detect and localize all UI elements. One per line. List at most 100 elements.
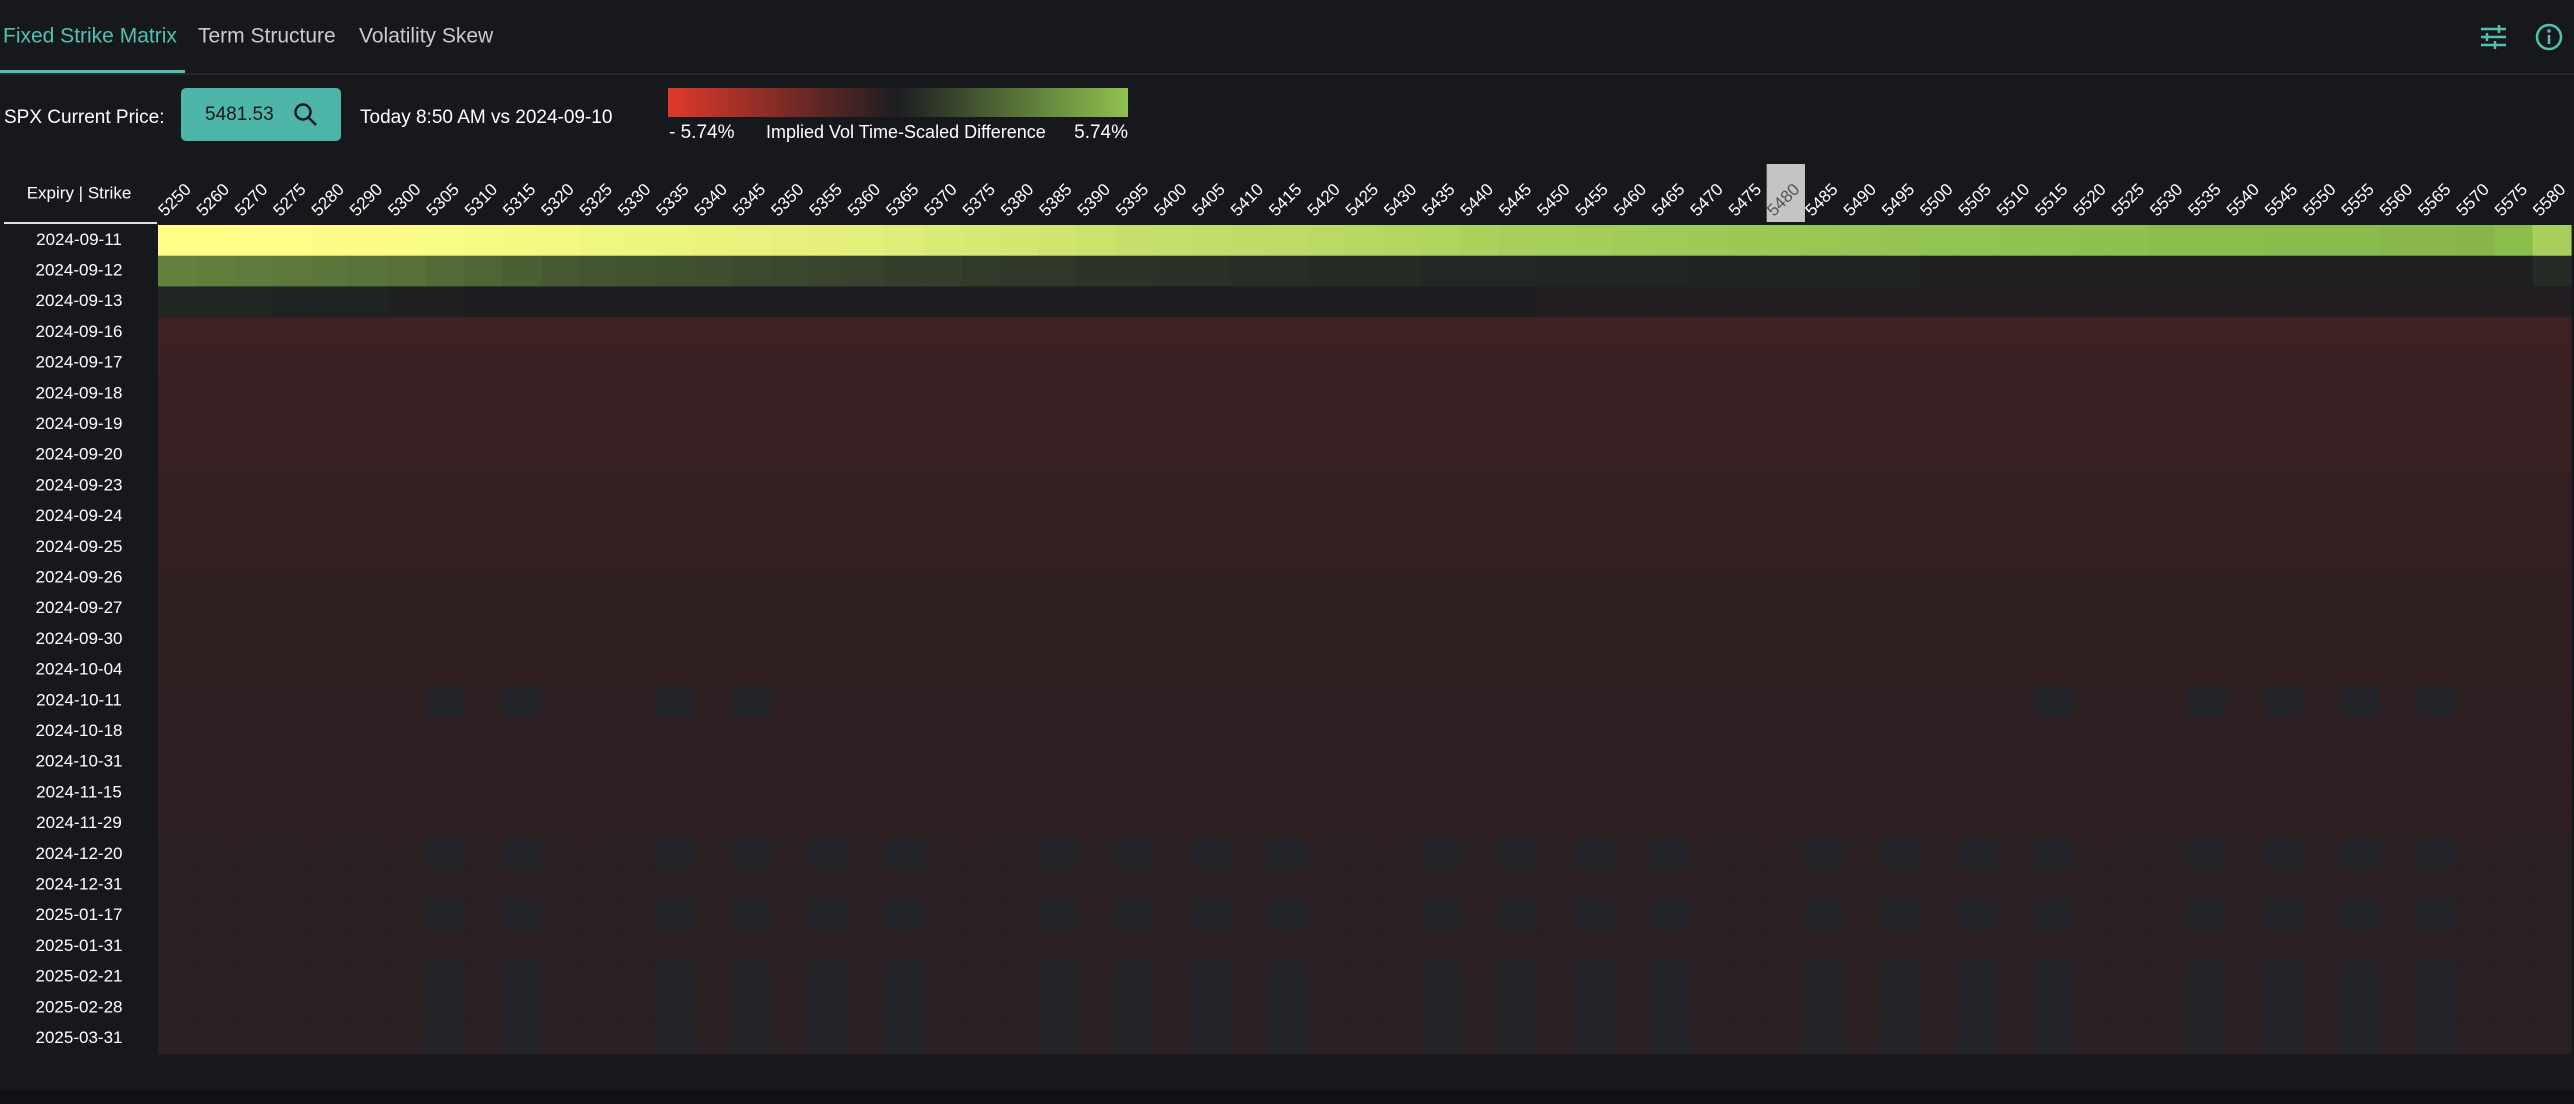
heat-cell xyxy=(1919,931,1959,963)
heat-cell xyxy=(1919,869,1959,901)
search-icon[interactable] xyxy=(294,103,317,126)
heat-cell xyxy=(1268,470,1308,502)
heat-cell xyxy=(502,378,542,410)
heat-cell xyxy=(2417,808,2457,840)
heat-cell xyxy=(196,347,236,380)
settings-icon[interactable] xyxy=(2481,25,2506,49)
heat-cell xyxy=(1230,654,1270,687)
heat-cell xyxy=(2264,347,2304,380)
heat-cell xyxy=(617,532,657,564)
heat-cell xyxy=(426,378,466,410)
heat-cell xyxy=(2264,225,2304,257)
heat-cell xyxy=(464,501,504,533)
heat-cell xyxy=(2532,992,2572,1024)
heat-cell xyxy=(732,317,772,349)
heat-cell xyxy=(2417,593,2457,625)
heat-cell xyxy=(2187,470,2227,502)
heat-cell xyxy=(502,869,542,901)
heat-cell xyxy=(1919,562,1959,594)
heat-cell xyxy=(1843,562,1883,594)
heat-cell xyxy=(272,470,312,502)
heat-cell xyxy=(1307,869,1346,901)
heat-cell xyxy=(196,593,236,625)
empty-cell xyxy=(2187,900,2227,932)
heat-cell xyxy=(1460,286,1500,318)
heat-cell xyxy=(1230,501,1270,533)
heat-cell xyxy=(464,746,504,779)
heat-cell xyxy=(1421,685,1461,717)
heat-cell xyxy=(579,532,619,564)
heat-cell xyxy=(1268,685,1308,717)
heat-cell xyxy=(1230,961,1270,994)
heat-cell xyxy=(1230,839,1270,871)
heat-cell xyxy=(234,409,274,441)
price-button[interactable] xyxy=(181,88,341,141)
heat-cell xyxy=(234,501,274,533)
tab[interactable]: Term Structure xyxy=(198,25,336,48)
heat-cell xyxy=(1996,317,2036,349)
heat-cell xyxy=(541,593,580,625)
heat-cell xyxy=(196,470,236,502)
heat-cell xyxy=(1881,501,1921,533)
heat-cell xyxy=(2187,347,2227,380)
heat-cell xyxy=(2341,347,2381,380)
tab[interactable]: Volatility Skew xyxy=(359,25,494,48)
heat-cell xyxy=(770,716,810,748)
heat-cell xyxy=(464,225,504,257)
heat-cell xyxy=(2073,532,2112,564)
heat-cell xyxy=(1230,409,1270,441)
heat-cell xyxy=(1766,624,1806,656)
tab[interactable]: Fixed Strike Matrix xyxy=(3,25,177,48)
heat-cell xyxy=(387,501,427,533)
heat-cell xyxy=(732,716,772,748)
heat-cell xyxy=(387,900,427,932)
heat-cell xyxy=(885,470,925,502)
heat-cell xyxy=(2034,347,2074,380)
heat-cell xyxy=(924,900,963,932)
heat-cell xyxy=(1651,593,1691,625)
heat-cell xyxy=(2302,961,2342,994)
empty-cell xyxy=(1268,900,1308,932)
heat-cell xyxy=(1919,777,1959,809)
heat-cell xyxy=(1077,593,1117,625)
heat-cell xyxy=(732,409,772,441)
heat-cell xyxy=(1996,347,2036,380)
heat-cell xyxy=(617,654,657,687)
price-value[interactable]: 5481.53 xyxy=(205,104,274,125)
heat-cell xyxy=(1843,532,1883,564)
heat-cell xyxy=(2379,347,2419,380)
info-icon[interactable] xyxy=(2535,23,2563,51)
heat-cell xyxy=(1268,532,1308,564)
heat-cell xyxy=(2532,347,2572,380)
heat-cell xyxy=(2226,839,2266,871)
heat-cell xyxy=(1077,685,1117,717)
heat-cell xyxy=(1996,746,2036,779)
heat-cell xyxy=(1153,777,1193,809)
heat-cell xyxy=(770,654,810,687)
heat-cell xyxy=(1651,777,1691,809)
heat-cell xyxy=(1268,869,1308,901)
heat-cell xyxy=(1038,746,1078,779)
heat-cell xyxy=(1843,992,1883,1024)
heat-cell xyxy=(770,1023,810,1055)
heat-cell xyxy=(1881,286,1921,318)
heat-cell xyxy=(694,900,734,932)
heat-cell xyxy=(2302,624,2342,656)
empty-cell xyxy=(426,992,466,1024)
heat-cell xyxy=(2149,716,2189,748)
heat-cell xyxy=(349,869,389,901)
heat-cell xyxy=(272,685,312,717)
heat-cell xyxy=(1268,286,1308,318)
heat-cell xyxy=(541,654,580,687)
heat-cell xyxy=(694,624,734,656)
heat-cell xyxy=(349,746,389,779)
heat-cell xyxy=(2034,716,2074,748)
empty-cell xyxy=(502,685,542,717)
heat-cell xyxy=(1230,685,1270,717)
heat-cell xyxy=(1575,255,1615,287)
heat-cell xyxy=(2302,869,2342,901)
empty-cell xyxy=(502,1023,542,1055)
heat-cell xyxy=(770,961,810,994)
heat-cell xyxy=(1958,347,1998,380)
